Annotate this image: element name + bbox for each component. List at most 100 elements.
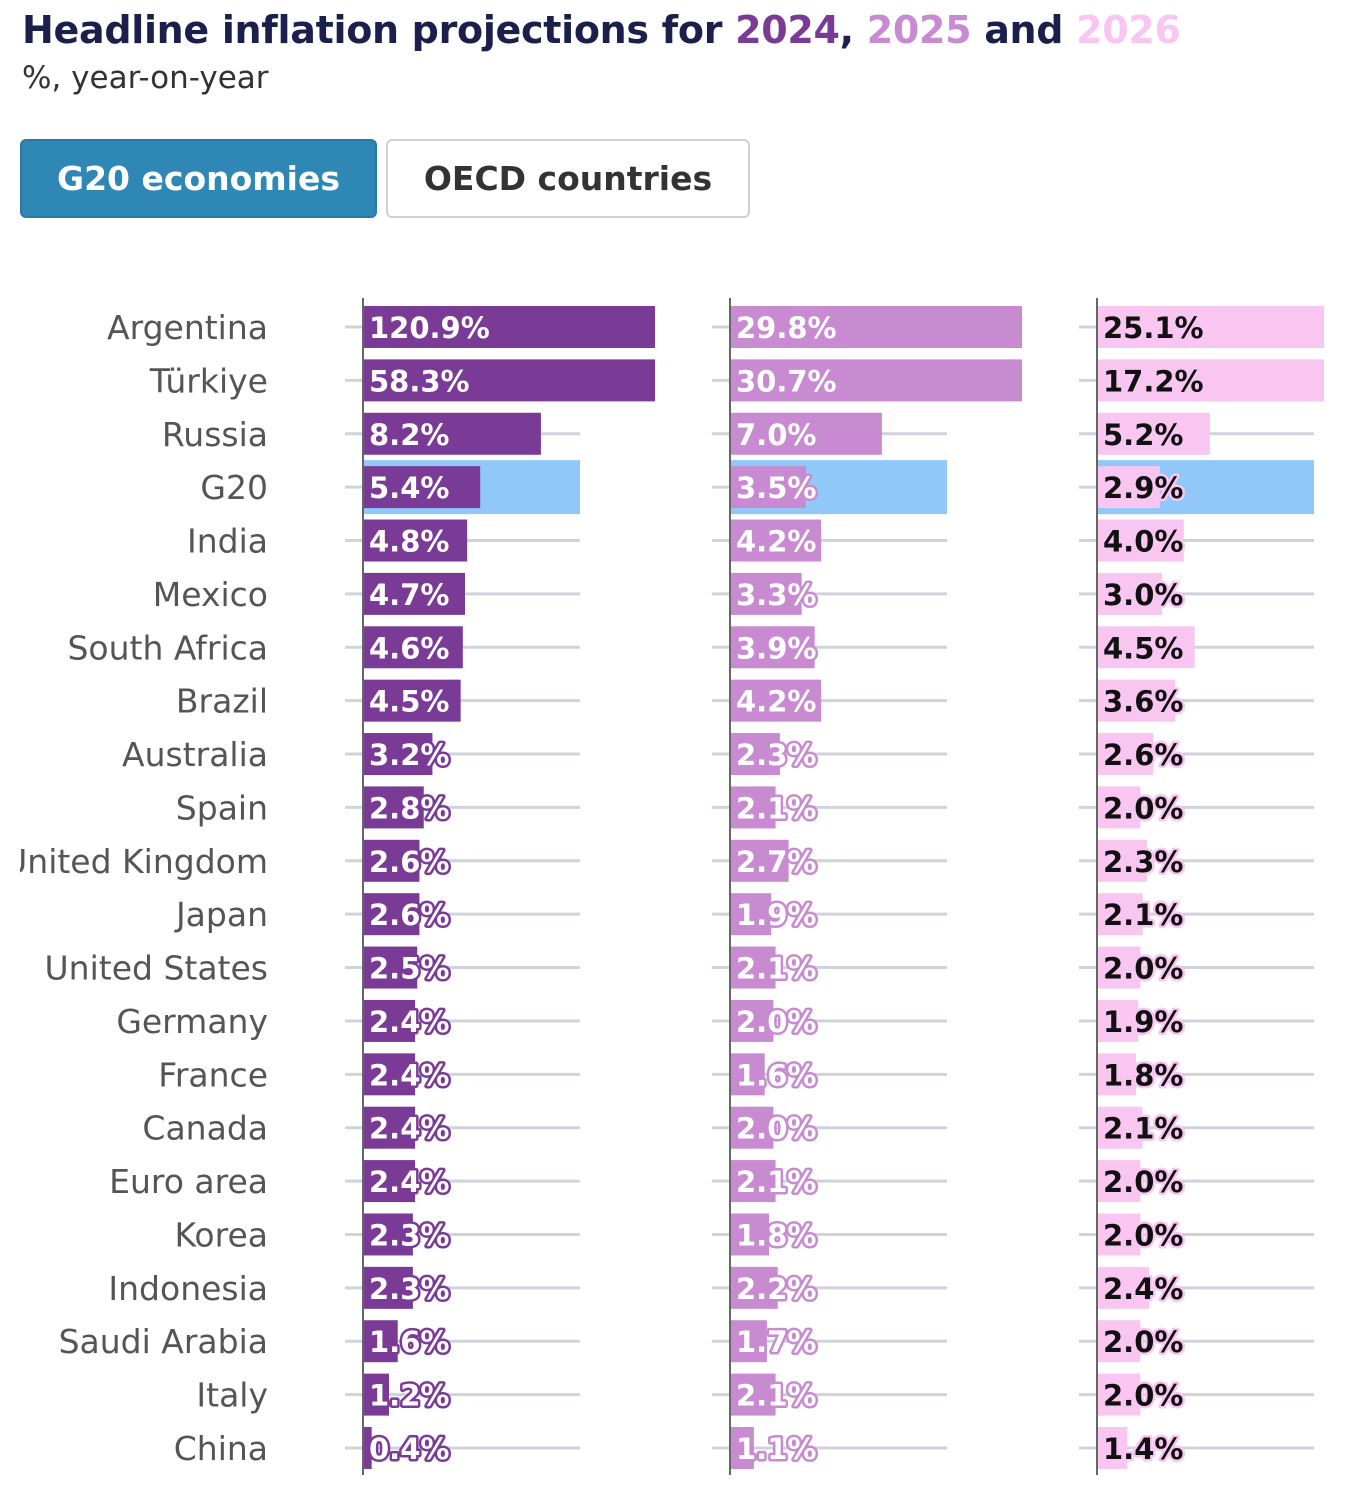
bar-2024 xyxy=(363,839,420,882)
category-label: China xyxy=(174,1429,268,1468)
tab-g20-economies[interactable]: G20 economies xyxy=(20,139,377,218)
value-label: 2.7% xyxy=(736,845,816,879)
category-label: Brazil xyxy=(176,682,268,721)
value-label: 2.0% xyxy=(1103,791,1183,825)
value-label: 2.0% xyxy=(736,1005,816,1039)
value-label: 1.1% xyxy=(736,1432,816,1466)
value-label: 1.7% xyxy=(736,1325,816,1359)
category-label: Indonesia xyxy=(108,1269,268,1308)
bar-2024 xyxy=(363,1160,416,1203)
value-label: 2.0% xyxy=(1103,1165,1183,1199)
bar-2025 xyxy=(730,359,1022,402)
value-label: 4.2% xyxy=(736,525,816,559)
value-label: 2.3% xyxy=(1103,845,1183,879)
value-label: 2.9% xyxy=(1103,471,1183,505)
value-label: 2.4% xyxy=(369,1005,449,1039)
bar-2024 xyxy=(363,1373,390,1416)
bar-2026 xyxy=(1097,839,1147,882)
value-label: 2.0% xyxy=(1103,952,1183,986)
category-label: Saudi Arabia xyxy=(59,1322,268,1361)
title-year-2026: 2026 xyxy=(1076,8,1181,52)
category-label: South Africa xyxy=(67,628,268,667)
value-label: 120.9% xyxy=(369,311,490,345)
category-label: Spain xyxy=(176,788,268,827)
value-label: 2.0% xyxy=(736,1112,816,1146)
value-label: 7.0% xyxy=(736,418,816,452)
bar-2026 xyxy=(1097,1320,1141,1363)
value-label: 3.6% xyxy=(1103,685,1183,719)
value-label: 5.2% xyxy=(1103,418,1183,452)
bar-2026 xyxy=(1097,412,1210,455)
category-label: Germany xyxy=(116,1002,268,1041)
value-label: 1.9% xyxy=(736,898,816,932)
value-label: 2.4% xyxy=(369,1112,449,1146)
bar-2026 xyxy=(1097,1106,1143,1149)
bar-2025 xyxy=(730,839,789,882)
bar-2024 xyxy=(363,359,655,402)
bar-2025 xyxy=(730,466,806,509)
category-label: United States xyxy=(45,949,268,988)
category-label: Italy xyxy=(196,1376,268,1415)
bar-2025 xyxy=(730,1213,770,1256)
category-label: Türkiye xyxy=(149,361,268,400)
value-label: 0.4% xyxy=(369,1432,449,1466)
bar-2024 xyxy=(363,1053,416,1096)
value-label: 29.8% xyxy=(736,311,837,345)
value-label: 1.6% xyxy=(736,1058,816,1092)
bar-2026 xyxy=(1097,1213,1141,1256)
bar-2024 xyxy=(363,733,433,776)
bar-2026 xyxy=(1097,306,1324,348)
bar-2024 xyxy=(363,1266,413,1309)
value-label: 3.5% xyxy=(736,471,816,505)
category-label: India xyxy=(187,522,268,561)
bar-2025 xyxy=(730,733,780,776)
bar-2025 xyxy=(730,1106,774,1149)
category-label: Australia xyxy=(122,735,268,774)
bar-2024 xyxy=(363,1426,372,1469)
value-label: 1.2% xyxy=(369,1379,449,1413)
chart-subtitle: %, year-on-year xyxy=(22,60,269,96)
value-label: 2.4% xyxy=(1103,1272,1183,1306)
category-label: Argentina xyxy=(107,308,268,347)
value-label: 1.8% xyxy=(1103,1058,1183,1092)
bar-2024 xyxy=(363,1213,413,1256)
category-label: Euro area xyxy=(109,1162,268,1201)
bar-2025 xyxy=(730,893,772,936)
bar-2026 xyxy=(1097,1053,1137,1096)
value-label: 2.1% xyxy=(736,791,816,825)
bar-2025 xyxy=(730,519,822,562)
bar-2024 xyxy=(363,679,461,722)
category-label: Russia xyxy=(162,415,268,454)
bar-2026 xyxy=(1097,999,1139,1042)
category-label: United Kingdom xyxy=(3,842,268,881)
bar-2024 xyxy=(363,1320,398,1363)
value-label: 2.1% xyxy=(1103,1112,1183,1146)
value-label: 2.6% xyxy=(369,898,449,932)
value-label: 4.2% xyxy=(736,685,816,719)
value-label: 2.1% xyxy=(736,1379,816,1413)
bar-2026 xyxy=(1097,1426,1128,1469)
bar-2024 xyxy=(363,519,468,562)
bar-2025 xyxy=(730,1373,776,1416)
value-label: 25.1% xyxy=(1103,311,1204,345)
bar-2025 xyxy=(730,999,774,1042)
bar-2024 xyxy=(363,946,418,989)
value-label: 3.9% xyxy=(736,631,816,665)
bar-2024 xyxy=(363,466,481,509)
bar-2025 xyxy=(730,1160,776,1203)
value-label: 30.7% xyxy=(736,364,837,398)
value-label: 2.6% xyxy=(369,845,449,879)
tab-oecd-countries[interactable]: OECD countries xyxy=(386,139,750,218)
bar-2026 xyxy=(1097,786,1141,829)
value-label: 4.8% xyxy=(369,525,449,559)
chart-title: Headline inflation projections for 2024,… xyxy=(22,8,1181,52)
title-text: Headline inflation projections for xyxy=(22,8,736,52)
bar-2025 xyxy=(730,1053,765,1096)
value-label: 3.0% xyxy=(1103,578,1183,612)
title-year-2025: 2025 xyxy=(866,8,972,52)
bar-2024 xyxy=(363,412,541,455)
bar-2025 xyxy=(730,626,815,669)
bar-2024 xyxy=(363,1106,416,1149)
value-label: 1.9% xyxy=(1103,1005,1183,1039)
value-label: 4.5% xyxy=(369,685,449,719)
